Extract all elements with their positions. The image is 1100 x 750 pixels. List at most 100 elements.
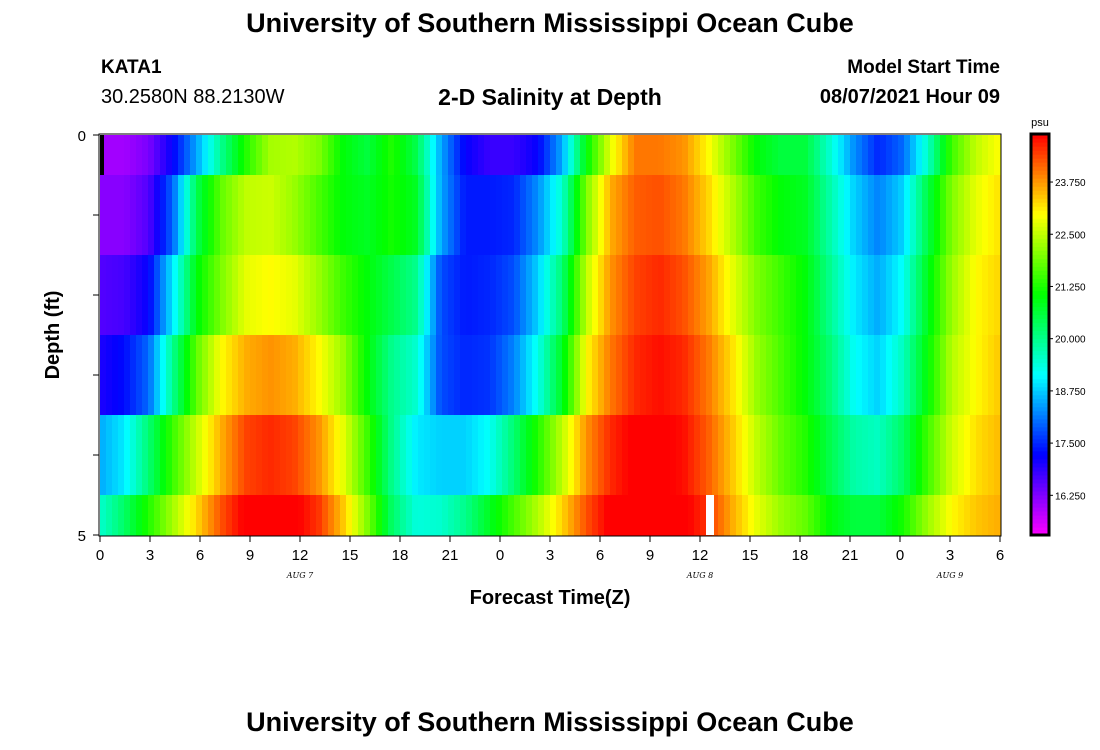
heatmap-cell bbox=[610, 495, 617, 536]
heatmap-cell bbox=[190, 495, 197, 536]
heatmap-cell bbox=[628, 135, 635, 176]
heatmap-cell bbox=[100, 415, 107, 496]
heatmap-cell bbox=[382, 495, 389, 536]
heatmap-cell bbox=[652, 335, 659, 416]
heatmap-cell bbox=[952, 495, 959, 536]
heatmap-cell bbox=[610, 335, 617, 416]
heatmap-cell bbox=[112, 255, 119, 336]
heatmap-cell bbox=[124, 335, 131, 416]
heatmap-cell bbox=[412, 255, 419, 336]
heatmap-cell bbox=[826, 175, 833, 256]
heatmap-cell bbox=[298, 255, 305, 336]
heatmap-cell bbox=[484, 495, 491, 536]
colorbar-swatch bbox=[1031, 462, 1049, 468]
heatmap-cell bbox=[268, 335, 275, 416]
heatmap-cell bbox=[730, 415, 737, 496]
heatmap-cell bbox=[958, 495, 965, 536]
heatmap-cell bbox=[964, 415, 971, 496]
heatmap-cell bbox=[196, 415, 203, 496]
heatmap-cell bbox=[112, 415, 119, 496]
heatmap-cell bbox=[586, 135, 593, 176]
heatmap-cell bbox=[526, 335, 533, 416]
heatmap-cell bbox=[946, 495, 953, 536]
heatmap-cell bbox=[190, 175, 197, 256]
heatmap-cell bbox=[766, 495, 773, 536]
page-title: University of Southern Mississippi Ocean… bbox=[246, 8, 854, 38]
heatmap-cell bbox=[322, 415, 329, 496]
heatmap-cell bbox=[184, 495, 191, 536]
heatmap-cell bbox=[880, 335, 887, 416]
heatmap-cell bbox=[748, 175, 755, 256]
colorbar-tick-label: 17.500 bbox=[1055, 439, 1086, 450]
heatmap-cell bbox=[808, 415, 815, 496]
heatmap-cell bbox=[442, 135, 449, 176]
heatmap-cell bbox=[826, 135, 833, 176]
heatmap-cell bbox=[616, 335, 623, 416]
heatmap-cell bbox=[880, 135, 887, 176]
heatmap-cell bbox=[460, 495, 467, 536]
heatmap-cell bbox=[874, 175, 881, 256]
heatmap-cell bbox=[430, 335, 437, 416]
heatmap-cell bbox=[736, 135, 743, 176]
heatmap-cell bbox=[580, 335, 587, 416]
heatmap-cell bbox=[850, 175, 857, 256]
heatmap-cell bbox=[172, 135, 179, 176]
heatmap-cell bbox=[688, 335, 695, 416]
heatmap-cell bbox=[850, 135, 857, 176]
heatmap-cell bbox=[106, 135, 113, 176]
heatmap-cell bbox=[868, 335, 875, 416]
colorbar-swatch bbox=[1031, 406, 1049, 412]
heatmap-cell bbox=[496, 415, 503, 496]
heatmap-cell bbox=[784, 175, 791, 256]
heatmap-cell bbox=[682, 175, 689, 256]
heatmap-cell bbox=[604, 255, 611, 336]
colorbar-tick-label: 16.250 bbox=[1055, 491, 1086, 502]
heatmap-cell bbox=[928, 495, 935, 536]
heatmap-cell bbox=[412, 415, 419, 496]
colorbar-swatch bbox=[1031, 354, 1049, 360]
heatmap-cell bbox=[490, 135, 497, 176]
station-id: KATA1 bbox=[101, 57, 162, 78]
heatmap-cell bbox=[676, 135, 683, 176]
heatmap-cell bbox=[616, 255, 623, 336]
heatmap-cell bbox=[958, 175, 965, 256]
heatmap-cell bbox=[346, 335, 353, 416]
heatmap-cell bbox=[550, 255, 557, 336]
heatmap-cell bbox=[286, 415, 293, 496]
heatmap-cell bbox=[196, 335, 203, 416]
heatmap-cell bbox=[430, 415, 437, 496]
heatmap-cell bbox=[772, 335, 779, 416]
heatmap-cell bbox=[922, 255, 929, 336]
heatmap-cell bbox=[328, 135, 335, 176]
heatmap-cell bbox=[904, 135, 911, 176]
colorbar-swatch bbox=[1031, 142, 1049, 147]
colorbar-swatch bbox=[1031, 338, 1049, 344]
heatmap-cell bbox=[718, 495, 725, 536]
heatmap-cell bbox=[346, 135, 353, 176]
heatmap-cell bbox=[658, 415, 665, 496]
heatmap-cell bbox=[700, 135, 707, 176]
heatmap-cell bbox=[538, 175, 545, 256]
heatmap-cell bbox=[118, 335, 125, 416]
heatmap-cell bbox=[922, 335, 929, 416]
heatmap-cell bbox=[652, 255, 659, 336]
heatmap-cell bbox=[388, 415, 395, 496]
heatmap-cell bbox=[340, 495, 347, 536]
colorbar-swatch bbox=[1031, 134, 1049, 139]
heatmap-cell bbox=[520, 255, 527, 336]
heatmap-cell bbox=[598, 255, 605, 336]
heatmap-cell bbox=[598, 335, 605, 416]
heatmap-cell bbox=[136, 175, 143, 256]
heatmap-cell bbox=[892, 175, 899, 256]
heatmap-cell bbox=[142, 135, 149, 176]
heatmap-cell bbox=[538, 255, 545, 336]
heatmap-cell bbox=[964, 135, 971, 176]
heatmap-cell bbox=[856, 495, 863, 536]
heatmap-cell bbox=[448, 415, 455, 496]
heatmap-cell bbox=[628, 335, 635, 416]
colorbar-swatch bbox=[1031, 158, 1049, 163]
heatmap-cell bbox=[334, 135, 341, 176]
heatmap-cell bbox=[460, 335, 467, 416]
heatmap-cell bbox=[430, 135, 437, 176]
colorbar-swatch bbox=[1031, 178, 1049, 183]
